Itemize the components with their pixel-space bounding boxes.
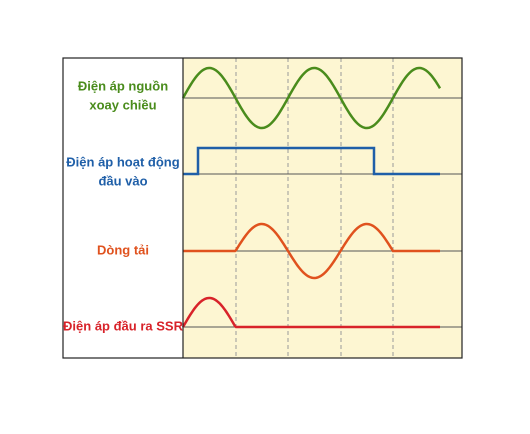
output-wave xyxy=(181,296,440,329)
frame xyxy=(62,57,463,359)
input-wave xyxy=(183,146,440,176)
signal-label: Điện áp đầu ra SSR xyxy=(63,318,184,333)
dashed-guides xyxy=(235,58,394,358)
ac-wave xyxy=(181,66,442,130)
signal-label: Điện áp nguồn xyxy=(78,78,168,93)
plot-area xyxy=(183,58,462,358)
signal-label: xoay chiều xyxy=(89,97,156,112)
signal-label: Điện áp hoạt động xyxy=(66,154,179,169)
signal-label: đầu vào xyxy=(98,173,147,188)
signal-label: Dòng tải xyxy=(97,242,149,257)
waves xyxy=(181,66,442,329)
load-wave xyxy=(183,222,440,280)
